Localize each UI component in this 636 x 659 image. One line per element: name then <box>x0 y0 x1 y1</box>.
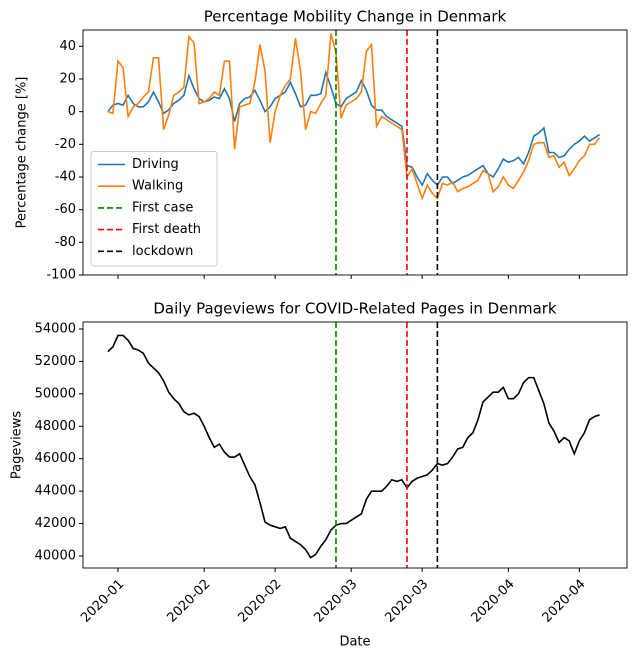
legend-label: Walking <box>132 179 183 194</box>
series-line <box>107 33 601 201</box>
y-tick-label: 40000 <box>35 549 76 564</box>
x-tick-label: 2020-04 <box>469 577 518 626</box>
legend-label: First death <box>132 222 201 237</box>
x-tick-label: 2020-01 <box>78 577 127 626</box>
x-tick-label: 2020-03 <box>382 577 431 626</box>
legend-box <box>90 151 218 267</box>
y-tick-label: -80 <box>55 235 76 250</box>
y-tick-label: 42000 <box>35 516 76 531</box>
y-tick-label: -20 <box>55 137 76 152</box>
y-tick-label: 50000 <box>35 386 76 401</box>
y-tick-label: -40 <box>55 170 76 185</box>
y-tick-label: 44000 <box>35 484 76 499</box>
legend-label: lockdown <box>132 244 193 259</box>
legend: Driving Walking First case First death lockd… <box>90 151 218 267</box>
x-tick-label: 2020-04 <box>540 577 589 626</box>
x-axis-label: Date <box>339 635 370 650</box>
legend-label: First case <box>132 200 193 215</box>
y-axis-label: Pageviews <box>10 411 25 479</box>
series-line <box>107 69 601 187</box>
plot-frame <box>82 29 628 276</box>
chart-title: Percentage Mobility Change in Denmark <box>204 8 507 26</box>
x-tick-label: 2020-03 <box>311 577 360 626</box>
y-tick-label: 48000 <box>35 419 76 434</box>
y-tick-label: -100 <box>46 268 76 283</box>
y-tick-label: 52000 <box>35 354 76 369</box>
legend-label: Driving <box>132 157 179 172</box>
y-tick-label: 20 <box>59 72 76 87</box>
x-tick-label: 2020-02 <box>164 577 213 626</box>
y-tick-label: 0 <box>68 104 76 119</box>
y-tick-label: -60 <box>55 202 76 217</box>
series-line <box>107 334 600 559</box>
y-axis-label: Percentage change [%] <box>15 77 30 229</box>
y-tick-label: 46000 <box>35 451 76 466</box>
y-tick-label: 40 <box>59 39 76 54</box>
chart-title: Daily Pageviews for COVID-Related Pages … <box>153 300 557 318</box>
x-tick-label: 2020-02 <box>235 577 284 626</box>
y-tick-label: 54000 <box>35 321 76 336</box>
plot-frame <box>82 321 628 569</box>
